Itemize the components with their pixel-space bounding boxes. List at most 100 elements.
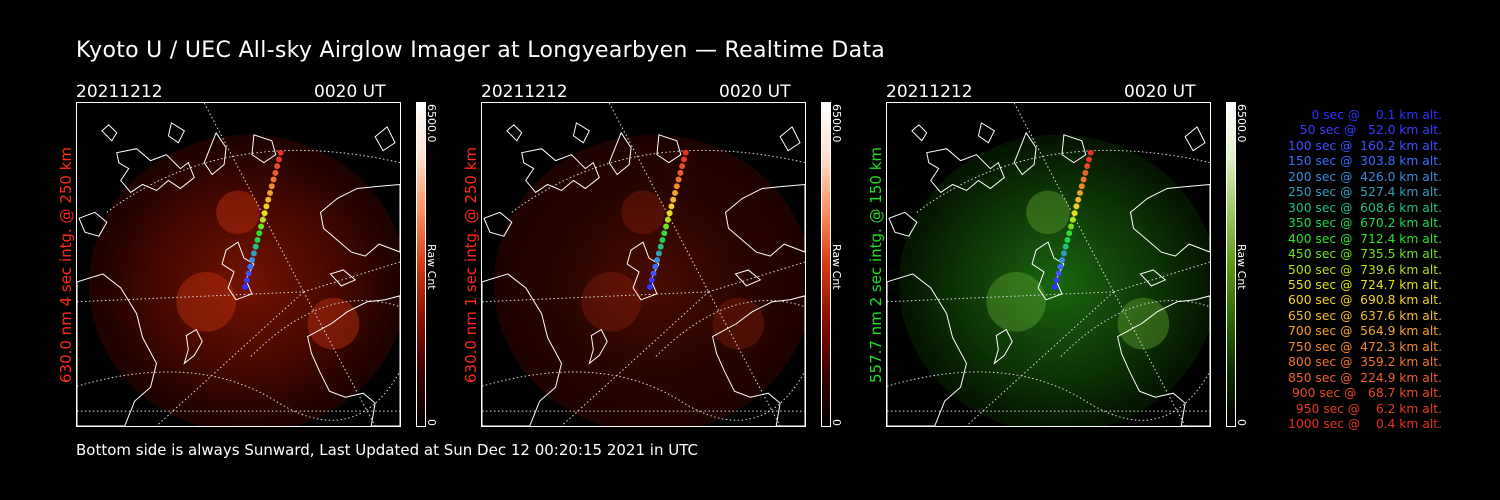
coastline: [116, 148, 195, 194]
legend-entry: 700 sec @ 564.9 km alt.: [1288, 324, 1442, 339]
coastline: [977, 122, 995, 144]
graticule-line: [303, 261, 400, 293]
coastline: [101, 124, 118, 142]
trajectory-point: [1055, 270, 1062, 277]
legend-entry: 550 sec @ 724.7 km alt.: [1288, 277, 1442, 292]
trajectory-point: [1057, 263, 1064, 270]
trajectory-point: [249, 257, 256, 264]
trajectory-point: [650, 270, 657, 277]
colorbar: [1226, 102, 1236, 427]
trajectory-point: [1066, 230, 1073, 237]
coastline: [626, 241, 660, 301]
coastline: [329, 269, 357, 287]
coastline: [572, 122, 590, 144]
panel-time: 0020 UT: [314, 82, 386, 102]
trajectory-point: [661, 230, 668, 237]
trajectory-point: [1078, 183, 1085, 190]
coastline: [911, 124, 928, 142]
panel-ylabel-text: 630.0 nm 4 sec intg. @ 250 km: [57, 146, 76, 383]
legend-entry: 100 sec @ 160.2 km alt.: [1288, 138, 1442, 153]
coastline: [307, 295, 400, 426]
panel-date: 20211212: [481, 82, 568, 102]
trajectory-point: [245, 270, 252, 277]
trajectory-point: [243, 277, 250, 284]
trajectory-point: [277, 149, 284, 156]
coastline: [608, 131, 632, 176]
airglow-patch: [581, 271, 642, 332]
legend-entry: 850 sec @ 224.9 km alt.: [1288, 370, 1442, 385]
panel-time: 0020 UT: [719, 82, 791, 102]
trajectory-point: [1077, 189, 1083, 196]
panel-date: 20211212: [886, 82, 973, 102]
trajectory-point: [1062, 243, 1069, 250]
panel-time: 0020 UT: [1124, 82, 1196, 102]
trajectory-point: [652, 263, 659, 270]
graticule-line: [655, 300, 805, 357]
trajectory-point: [267, 189, 273, 196]
colorbar: [821, 102, 831, 427]
allsky-image-630nm-1s: [481, 102, 806, 427]
coastline: [78, 211, 108, 237]
coastline: [588, 328, 608, 365]
trajectory-point: [1069, 216, 1076, 223]
colorbar-unit-label: Raw Cnt: [830, 244, 843, 290]
coastline: [1139, 269, 1167, 287]
legend-entry: 400 sec @ 712.4 km alt.: [1288, 231, 1442, 246]
legend-entry: 50 sec @ 52.0 km alt.: [1299, 123, 1442, 138]
graticule-line: [966, 291, 1114, 426]
panel-ylabel: 630.0 nm 4 sec intg. @ 250 km: [56, 102, 76, 427]
trajectory-point: [1053, 277, 1060, 284]
airglow-patch: [712, 297, 765, 350]
trajectory-point: [263, 203, 270, 210]
trajectory-point: [682, 149, 689, 156]
legend-entry: 0 sec @ 0.1 km alt.: [1311, 108, 1442, 122]
trajectory-point: [1071, 210, 1078, 217]
coastline: [1129, 183, 1210, 257]
altitude-legend: 0 sec @ 0.1 km alt. 50 sec @ 52.0 km alt.…: [1262, 108, 1442, 433]
colorbar-min-label: 0: [1235, 419, 1248, 426]
legend-entry: 900 sec @ 68.7 km alt.: [1291, 386, 1442, 401]
trajectory-point: [252, 243, 259, 250]
coastline: [167, 122, 185, 144]
graticule-line: [250, 300, 400, 357]
coastline: [993, 328, 1013, 365]
coastline: [712, 295, 805, 426]
trajectory-point: [268, 183, 275, 190]
trajectory-point: [258, 223, 265, 230]
legend-entry: 150 sec @ 303.8 km alt.: [1288, 154, 1442, 169]
coastline: [1117, 295, 1210, 426]
trajectory-point: [648, 277, 655, 284]
trajectory-point: [1087, 149, 1094, 156]
trajectory-point: [679, 163, 686, 170]
panel-date: 20211212: [76, 82, 163, 102]
legend-entry: 200 sec @ 426.0 km alt.: [1288, 169, 1442, 184]
trajectory-point: [666, 210, 673, 217]
coastline: [521, 148, 600, 194]
legend-entry: 250 sec @ 527.4 km alt.: [1288, 185, 1442, 200]
trajectory-point: [1084, 163, 1091, 170]
trajectory-point: [1075, 196, 1082, 203]
footer-note: Bottom side is always Sunward, Last Upda…: [76, 441, 698, 459]
graticule-line: [561, 291, 709, 426]
graticule-line: [708, 261, 805, 293]
airglow-patch: [1117, 297, 1170, 350]
coastline: [203, 131, 227, 176]
coastline: [77, 273, 158, 426]
airglow-patch: [176, 271, 237, 332]
coastline: [734, 269, 762, 287]
trajectory-point: [272, 169, 279, 176]
trajectory-point: [668, 203, 675, 210]
coastline: [779, 126, 801, 152]
trajectory-point: [1085, 156, 1092, 163]
graticule-line: [106, 149, 400, 213]
colorbar-max-label: 6500.0: [425, 104, 438, 143]
coastline: [656, 134, 682, 164]
trajectory-point: [663, 223, 670, 230]
trajectory-point: [646, 283, 653, 290]
colorbar: [416, 102, 426, 427]
panel-ylabel-text: 557.7 nm 2 sec intg. @ 150 km: [867, 146, 886, 383]
map-canvas: [77, 103, 400, 426]
graticule-line: [511, 149, 805, 213]
coastline: [888, 211, 918, 237]
trajectory-point: [1051, 283, 1058, 290]
